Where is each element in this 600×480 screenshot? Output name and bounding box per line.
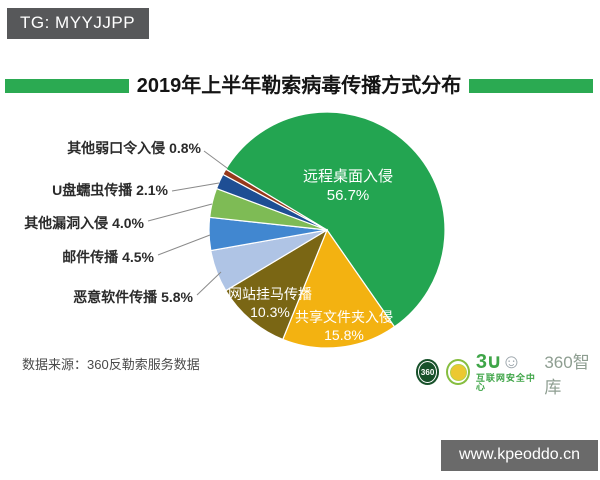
leader-line xyxy=(171,182,220,192)
leader-line xyxy=(203,150,228,169)
pie-slice-远程桌面入侵 xyxy=(225,111,446,328)
360-logo-face-icon: ☺ xyxy=(501,351,522,373)
data-source-note: 数据来源：360反勒索服务数据 xyxy=(22,357,200,372)
title-accent-bar-left xyxy=(5,79,129,93)
360-security-badge-icon: 360 xyxy=(416,359,440,385)
leader-line xyxy=(196,271,222,296)
title-accent-bar-right xyxy=(469,79,593,93)
360-logo-subtitle: 互联网安全中心 xyxy=(475,373,536,392)
tg-watermark-badge: TG: MYYJJPP xyxy=(7,8,150,39)
slice-label-outside: 恶意软件传播 5.8% xyxy=(73,289,193,305)
page-title: 2019年上半年勒索病毒传播方式分布 xyxy=(136,75,462,97)
pie-slice-网站挂马传播 xyxy=(224,228,329,341)
slice-label-outside: 邮件传播 4.5% xyxy=(62,249,154,265)
slice-label-inside: 共享文件夹入侵 15.8% xyxy=(295,309,393,343)
360-thinktank-label: 360智库 xyxy=(544,353,590,397)
safety-center-badge-icon xyxy=(446,359,470,385)
leader-line xyxy=(147,203,213,222)
slice-label-outside: 其他漏洞入侵 4.0% xyxy=(24,215,144,231)
360-badge-text: 360 xyxy=(420,367,435,377)
leader-line xyxy=(157,234,211,256)
pie-slice-共享文件夹入侵 xyxy=(282,228,396,349)
slice-label-outside: U盘蠕虫传播 2.1% xyxy=(52,182,168,198)
slice-label-inside: 网站挂马传播 10.3% xyxy=(228,286,312,320)
footer-logos: 360 3∪☺ 互联网安全中心 360智库 xyxy=(416,346,600,398)
360-logo-mark: 3∪☺ xyxy=(475,351,522,373)
url-watermark-badge: www.kpeoddo.cn xyxy=(441,440,598,471)
pie-slice-其他弱口令入侵 xyxy=(222,168,328,231)
slice-label-outside: 其他弱口令入侵 0.8% xyxy=(67,140,201,156)
slice-label-inside: 远程桌面入侵 56.7% xyxy=(302,168,394,204)
safety-center-badge-core xyxy=(449,363,467,381)
title-row: 2019年上半年勒索病毒传播方式分布 xyxy=(5,76,593,96)
360-wordmark-block: 3∪☺ 互联网安全中心 xyxy=(476,352,538,392)
